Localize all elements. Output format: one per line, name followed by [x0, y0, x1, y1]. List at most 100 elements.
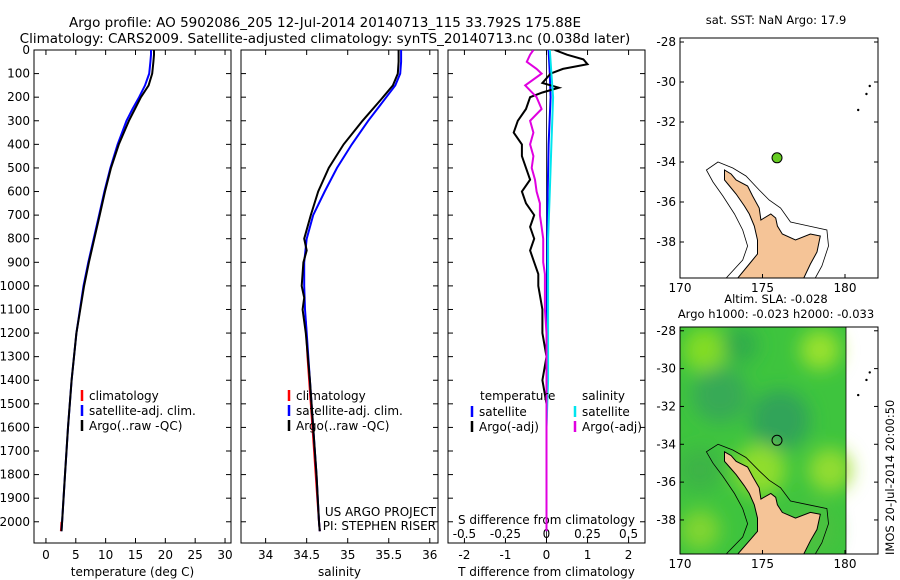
y-tick-label: 0 [22, 43, 30, 57]
sst-title: sat. SST: NaN Argo: 17.9 [706, 13, 847, 27]
map-frame [679, 326, 879, 555]
y-tick-label: 200 [7, 90, 30, 104]
header-line-2: Climatology: CARS2009. Satellite-adjuste… [19, 31, 631, 47]
map-frame [679, 37, 879, 279]
map-content [680, 327, 871, 554]
sla-blob [680, 510, 720, 550]
series-group [59, 50, 155, 532]
sla-blob [692, 367, 748, 423]
sst-map: -28 -30 -32 -34 -36 -38 170 175 180 sat. SST: NaN… [656, 13, 879, 295]
x-tick-label: 15 [128, 548, 143, 562]
island-dot [868, 84, 871, 88]
legend-label: Argo(..raw -QC) [89, 419, 182, 433]
x-tick-label: 10 [98, 548, 113, 562]
island-dot [865, 92, 868, 96]
x-tick-label: 5 [72, 548, 80, 562]
sla-blob [750, 390, 810, 450]
sla-title: Altim. SLA: -0.028 [724, 292, 828, 306]
x-tick-top-label: 0 [543, 527, 551, 541]
legend-label: Argo(-adj) [582, 420, 642, 434]
shelf-contour [705, 443, 829, 554]
y-tick-label: 1200 [0, 326, 30, 340]
sla-subtitle: Argo h1000: -0.023 h2000: -0.033 [678, 307, 874, 321]
y-tick-label: 400 [7, 137, 30, 151]
y-tick-label: 1000 [0, 279, 30, 293]
y-tick-label: 800 [7, 232, 30, 246]
y-tick-label: 1300 [0, 350, 30, 364]
header-line-1: Argo profile: AO 5902086_205 12-Jul-2014… [69, 15, 581, 31]
lon-tick-label: 175 [751, 557, 774, 571]
y-tick-label: 900 [7, 255, 30, 269]
sla-blob [800, 330, 840, 370]
series-group [300, 50, 403, 532]
y-tick-label: 700 [7, 208, 30, 222]
series-line [300, 50, 400, 532]
island-dot [868, 371, 871, 374]
panel-frame [33, 49, 232, 544]
legend-label: satellite-adj. clim. [296, 404, 403, 418]
lat-tick-label: -38 [656, 513, 676, 527]
y-tick-label: 100 [7, 67, 30, 81]
sla-map: -28 -30 -32 -34 -36 -38 170 175 180 Altim. SLA: -… [656, 292, 879, 571]
x-tick-label: 2 [625, 548, 633, 562]
y-tick-label: 1100 [0, 302, 30, 316]
x-tick-label: 34 [258, 548, 273, 562]
x-tick-label: -1 [499, 548, 511, 562]
legend-label: Argo(-adj) [479, 420, 539, 434]
sla-blob [722, 327, 758, 363]
lon-tick-label: 170 [669, 557, 692, 571]
x-axis-label: temperature (deg C) [71, 565, 194, 579]
x-tick-label: -2 [458, 548, 470, 562]
legend-label: climatology [296, 389, 366, 403]
legend-label: Argo(..raw -QC) [296, 419, 389, 433]
x-tick-label: 20 [158, 548, 173, 562]
pi-annotation: US ARGO PROJECT [325, 505, 437, 519]
lat-tick-label: -36 [656, 475, 676, 489]
x-tick-top-label: 0.5 [619, 527, 638, 541]
panel-salinity: 34 34.5 35 35.5 36 salinity climatologysatelli… [240, 49, 439, 579]
series-line [523, 50, 548, 532]
y-tick-label: 1600 [0, 420, 30, 434]
sla-blob [683, 328, 727, 372]
legend-label: satellite [479, 405, 527, 419]
y-tick-label: 2000 [0, 515, 30, 529]
x-tick-top-label: -0.25 [490, 527, 521, 541]
legend-label: satellite [582, 405, 630, 419]
map-content [705, 84, 871, 278]
x-tick-label: 36 [422, 548, 437, 562]
panel-frame [240, 49, 439, 544]
lat-tick-label: -32 [656, 399, 676, 413]
legend-title-temperature: temperature [480, 389, 555, 403]
lon-tick-label: 180 [834, 557, 857, 571]
lat-tick-label: -30 [656, 362, 676, 376]
land-north-island [724, 450, 821, 554]
x-tick-top-label: -0.5 [453, 527, 476, 541]
x-axis-label: salinity [318, 565, 361, 579]
argo-location-marker [771, 434, 783, 446]
legend-label: satellite-adj. clim. [89, 404, 196, 418]
lat-tick-label: -34 [656, 155, 676, 169]
lon-tick-label: 175 [751, 281, 774, 295]
imos-timestamp: IMOS 20-Jul-2014 20:00:50 [883, 399, 897, 555]
y-tick-label: 1800 [0, 468, 30, 482]
panel-difference: -2 -1 0 1 2-0.5 -0.25 0 0.25 0.5S difference fro… [447, 49, 646, 579]
sla-blob [808, 448, 852, 492]
y-tick-label: 1700 [0, 444, 30, 458]
shelf-contour [705, 161, 829, 278]
x-tick-label: 1 [584, 548, 592, 562]
lat-tick-label: -36 [656, 195, 676, 209]
legend-title-salinity: salinity [582, 389, 625, 403]
argo-location-marker [771, 152, 783, 164]
y-tick-label: 1900 [0, 491, 30, 505]
x-tick-label: 25 [188, 548, 203, 562]
lat-tick-label: -38 [656, 235, 676, 249]
land-north-island [724, 169, 821, 278]
x-tick-label: 35 [340, 548, 355, 562]
x-tick-top-label: 0.25 [574, 527, 601, 541]
legend-label: climatology [89, 389, 159, 403]
pi-annotation: PI: STEPHEN RISER [323, 519, 436, 533]
y-tick-label: 300 [7, 114, 30, 128]
x-tick-label: 35.5 [375, 548, 402, 562]
lat-tick-label: -32 [656, 115, 676, 129]
